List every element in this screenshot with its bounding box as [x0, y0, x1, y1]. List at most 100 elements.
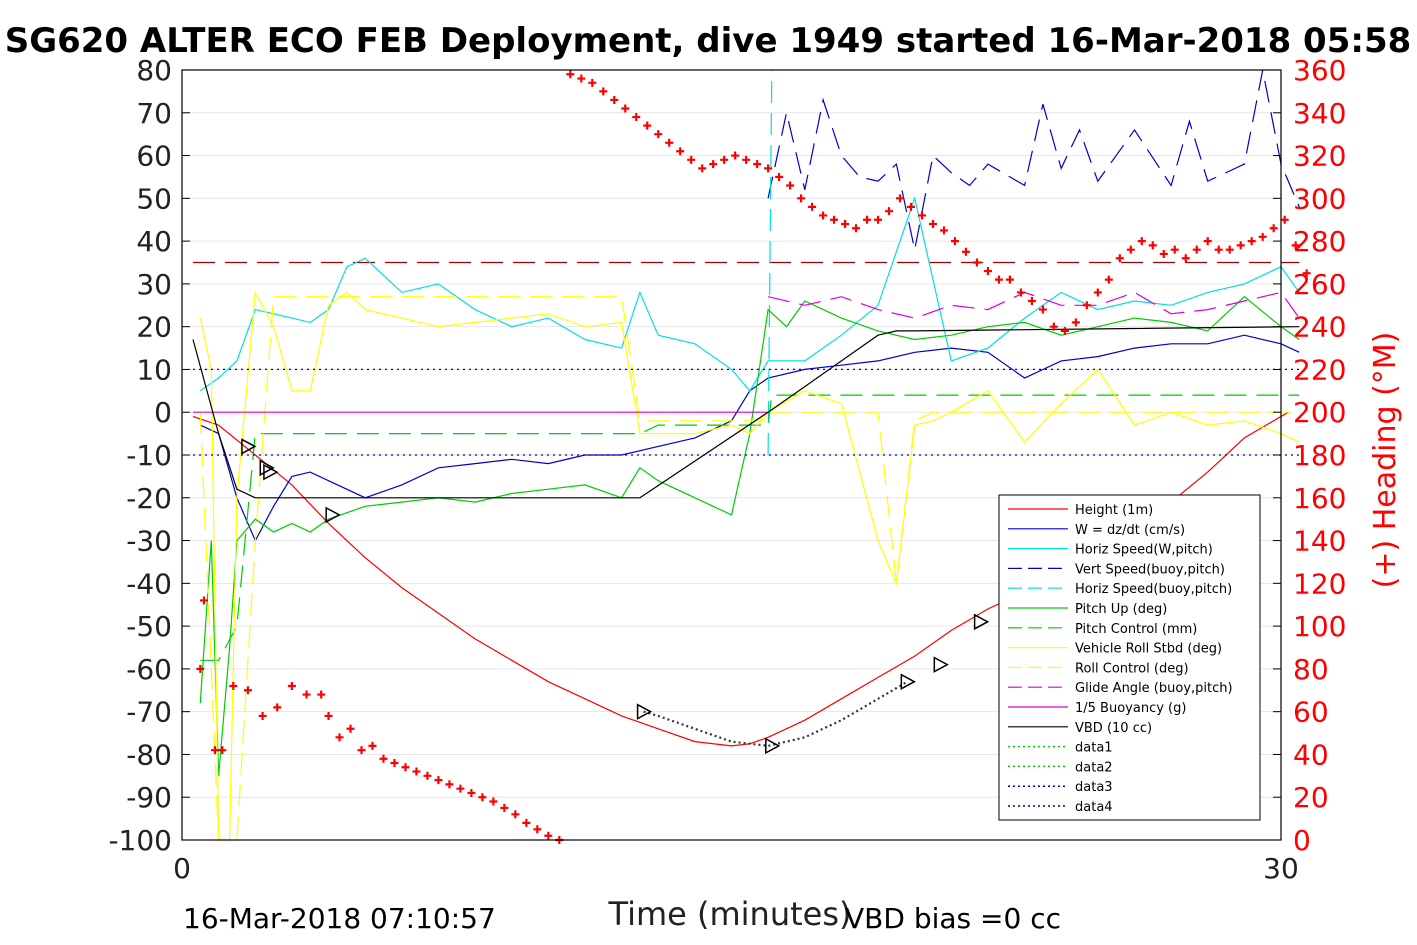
heading-point	[1005, 275, 1014, 284]
left-axis-ticks: 80 70 60 50 40 30 20 10 0 -10 -20 -30 -40 -50 -60 -70 -8…	[108, 54, 190, 857]
heading-point	[950, 237, 959, 246]
heading-point	[317, 690, 326, 699]
heading-point	[731, 151, 740, 160]
left-tick-label: 10	[136, 353, 172, 386]
right-tick-label: 200	[1293, 396, 1346, 429]
heading-point	[1247, 237, 1256, 246]
heading-point	[478, 793, 487, 802]
heading-point	[841, 220, 850, 228]
x-tick-label: 30	[1263, 852, 1299, 885]
event-marker	[325, 506, 341, 524]
heading-point	[445, 780, 454, 789]
heading-point	[917, 211, 926, 220]
legend-label: W = dz/dt (cm/s)	[1075, 523, 1185, 538]
heading-point	[1280, 215, 1289, 224]
heading-point	[577, 74, 586, 83]
heading-point	[1060, 326, 1069, 335]
heading-point	[764, 164, 773, 173]
heading-point	[544, 831, 553, 840]
heading-point	[1038, 305, 1047, 314]
event-marker	[636, 703, 653, 720]
heading-point	[961, 247, 970, 256]
left-tick-label: -20	[126, 482, 172, 515]
left-tick-label: -100	[108, 824, 172, 857]
heading-point	[500, 803, 509, 812]
heading-point	[1192, 245, 1201, 254]
left-tick-label: 0	[154, 396, 172, 429]
heading-point	[1027, 297, 1036, 305]
heading-point	[775, 172, 784, 181]
legend-label: 1/5 Buoyancy (g)	[1075, 701, 1186, 716]
footer-timestamp: 16-Mar-2018 07:10:57	[183, 902, 496, 935]
heading-point	[196, 664, 205, 673]
heading-point	[243, 686, 252, 695]
heading-point	[229, 682, 238, 690]
left-tick-label: -60	[126, 653, 172, 686]
heading-point	[742, 155, 751, 164]
legend-label: Horiz Speed(buoy,pitch)	[1075, 582, 1232, 597]
heading-point	[566, 70, 575, 79]
left-tick-label: 20	[136, 311, 172, 344]
heading-point	[698, 164, 707, 173]
right-tick-label: 220	[1293, 353, 1346, 386]
left-tick-label: 80	[136, 54, 172, 87]
heading-point	[797, 194, 806, 203]
heading-point	[412, 767, 421, 776]
heading-point	[1071, 318, 1080, 327]
x-axis-label: Time (minutes)	[608, 895, 852, 933]
legend-label: data1	[1075, 741, 1113, 756]
heading-point	[1214, 245, 1223, 254]
legend-label: data4	[1075, 800, 1113, 815]
heading-point	[1049, 322, 1058, 331]
heading-point	[808, 202, 817, 211]
series-line-7	[199, 290, 1300, 841]
heading-point	[335, 733, 344, 742]
right-tick-label: 80	[1293, 653, 1329, 686]
heading-point	[258, 711, 267, 720]
right-tick-label: 300	[1293, 182, 1346, 215]
chart-title: SG620 ALTER ECO FEB Deployment, dive 194…	[5, 21, 1412, 61]
event-marker	[241, 438, 257, 455]
legend-label: data3	[1075, 780, 1113, 795]
legend-label: Pitch Control (mm)	[1075, 622, 1197, 637]
heading-point	[346, 724, 355, 733]
series-line-3	[767, 69, 1300, 250]
right-tick-label: 40	[1293, 738, 1329, 771]
heading-point	[863, 215, 872, 224]
left-tick-label: -90	[126, 781, 172, 814]
heading-point	[1082, 301, 1091, 310]
legend-label: VBD (10 cc)	[1075, 721, 1152, 736]
heading-point	[456, 784, 465, 793]
right-tick-label: 340	[1293, 97, 1346, 130]
heading-point	[434, 776, 443, 785]
heading-point	[273, 703, 282, 712]
heading-point	[1159, 249, 1168, 258]
right-tick-label: 160	[1293, 482, 1346, 515]
heading-point	[907, 202, 916, 211]
event-marker	[933, 656, 949, 673]
x-axis-ticks: 0 30	[173, 832, 1299, 885]
legend-label: Vert Speed(buoy,pitch)	[1075, 562, 1225, 577]
heading-point	[423, 771, 432, 780]
series-line-6	[200, 394, 1300, 661]
right-tick-label: 280	[1293, 225, 1346, 258]
legend-label: Vehicle Roll Stbd (deg)	[1075, 642, 1222, 657]
right-tick-label: 60	[1293, 696, 1329, 729]
right-tick-label: 180	[1293, 439, 1346, 472]
x-tick-label: 0	[173, 852, 191, 885]
heading-point	[885, 207, 894, 216]
left-tick-label: -10	[126, 439, 172, 472]
legend-label: Height (1m)	[1075, 503, 1153, 518]
heading-point	[676, 147, 685, 156]
heading-point	[357, 746, 366, 755]
heading-point	[1225, 245, 1234, 254]
heading-point	[610, 95, 619, 104]
heading-point	[210, 746, 219, 755]
heading-point	[928, 220, 937, 228]
heading-point	[621, 104, 630, 113]
footer-vbd-bias: VBD bias =0 cc	[845, 902, 1061, 935]
heading-point	[896, 194, 905, 203]
left-tick-label: -80	[126, 738, 172, 771]
heading-point	[1016, 288, 1025, 297]
legend-label: Pitch Up (deg)	[1075, 602, 1167, 617]
